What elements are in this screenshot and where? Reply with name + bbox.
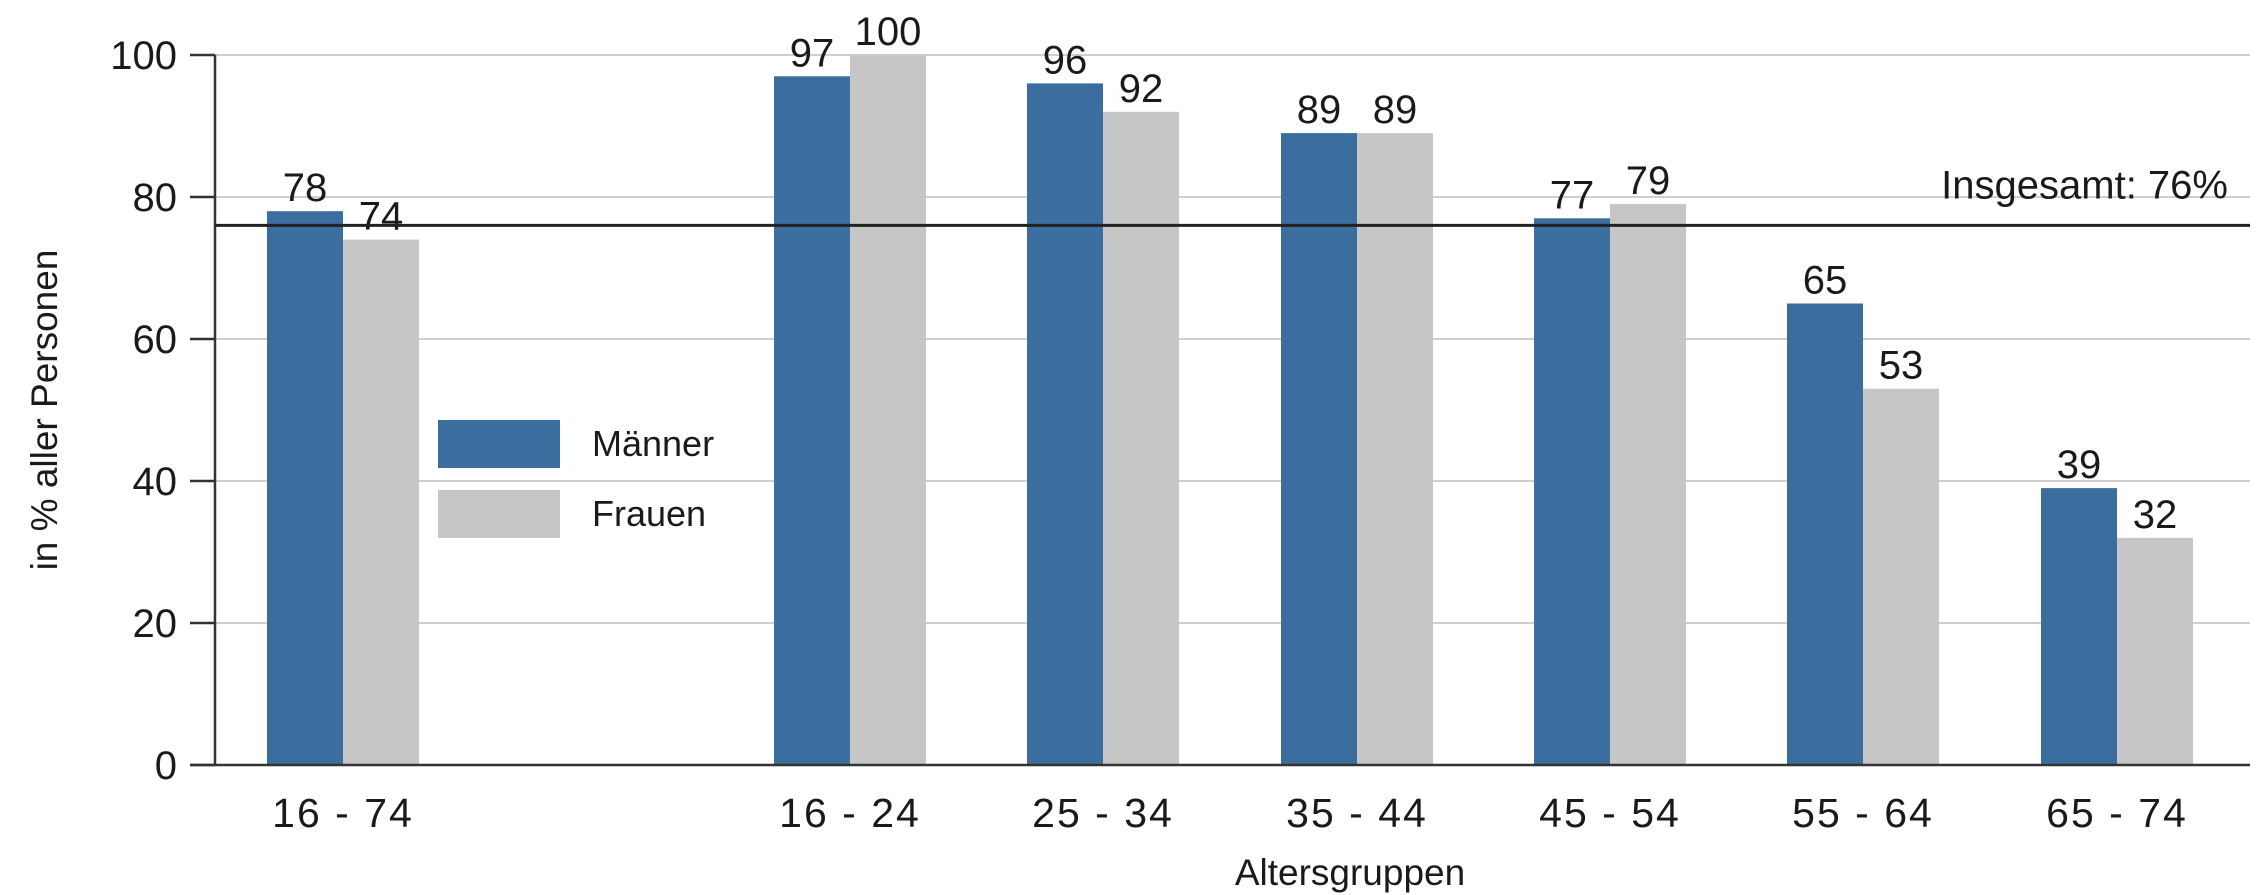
data-label: 78 <box>283 166 328 210</box>
reference-line-label: Insgesamt: 76% <box>1941 163 2228 207</box>
y-tick-label: 80 <box>133 176 178 220</box>
y-tick-label: 0 <box>155 744 177 788</box>
y-tick-label: 60 <box>133 318 178 362</box>
x-tick-label: 45 - 54 <box>1539 790 1681 836</box>
data-label: 65 <box>1803 259 1848 303</box>
x-tick-label: 16 - 24 <box>779 790 921 836</box>
x-tick-label: 55 - 64 <box>1792 790 1934 836</box>
legend-label-maenner: Männer <box>592 423 714 464</box>
x-axis-title: Altersgruppen <box>1235 852 1465 893</box>
data-label: 100 <box>855 10 922 54</box>
data-label: 92 <box>1119 67 1164 111</box>
bar-maenner <box>1027 83 1103 765</box>
bar-maenner <box>1787 303 1863 765</box>
x-tick-label: 25 - 34 <box>1032 790 1174 836</box>
data-label: 32 <box>2133 493 2178 537</box>
legend-swatch-frauen <box>438 490 560 538</box>
data-label: 79 <box>1626 159 1671 203</box>
bar-maenner <box>2041 488 2117 765</box>
bar-frauen <box>850 55 926 765</box>
data-label: 97 <box>790 31 835 75</box>
bar-maenner <box>1534 218 1610 766</box>
data-label: 89 <box>1373 88 1418 132</box>
bar-frauen <box>1357 133 1433 766</box>
bar-frauen <box>1863 388 1939 765</box>
legend-label-frauen: Frauen <box>592 493 706 534</box>
x-tick-label: 35 - 44 <box>1286 790 1428 836</box>
y-tick-label: 40 <box>133 460 178 504</box>
y-axis-title: in % aller Personen <box>24 250 65 571</box>
data-label: 74 <box>359 195 404 239</box>
data-label: 96 <box>1043 38 1088 82</box>
data-labels: 78 74 97 100 96 92 89 89 77 79 65 53 39 32 <box>283 10 2178 537</box>
legend: Männer Frauen <box>438 420 714 538</box>
data-label: 77 <box>1550 173 1595 217</box>
bar-frauen <box>1103 111 1179 766</box>
data-label: 89 <box>1297 88 1342 132</box>
data-label: 39 <box>2057 443 2102 487</box>
axes: 0 20 40 60 80 100 16 - 74 16 - 24 25 - 34 35 - 44… <box>110 34 2250 836</box>
bar-maenner <box>267 211 343 765</box>
legend-swatch-maenner <box>438 420 560 468</box>
reference-line-group: Insgesamt: 76% <box>215 163 2250 227</box>
bar-frauen <box>343 239 419 766</box>
bars <box>267 55 2193 766</box>
x-tick-label: 16 - 74 <box>272 790 414 836</box>
x-tick-label: 65 - 74 <box>2046 790 2188 836</box>
y-tick-label: 20 <box>133 602 178 646</box>
bar-frauen <box>2117 537 2193 765</box>
data-label: 53 <box>1879 344 1924 388</box>
bar-maenner <box>774 76 850 766</box>
y-tick-label: 100 <box>110 34 177 78</box>
bar-frauen <box>1610 204 1686 766</box>
bar-maenner <box>1281 133 1357 766</box>
